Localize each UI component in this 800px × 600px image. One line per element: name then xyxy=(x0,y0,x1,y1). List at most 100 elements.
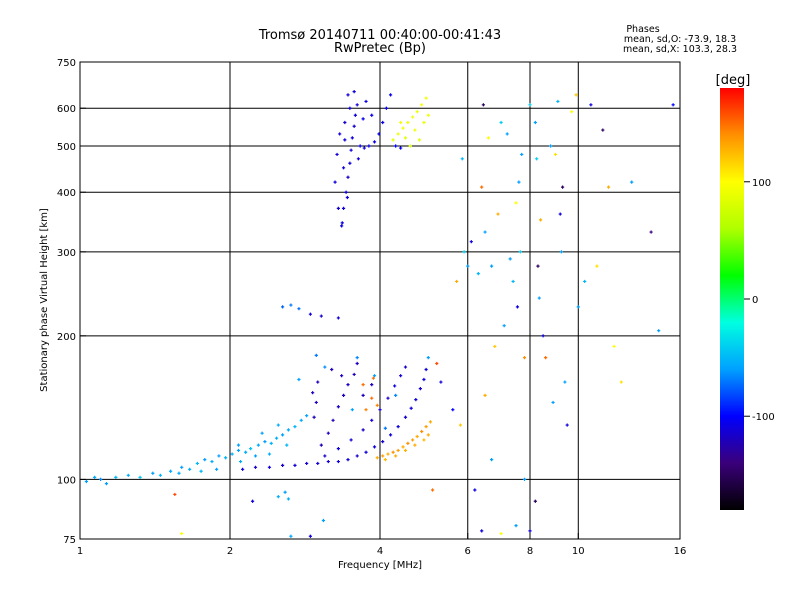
data-point xyxy=(333,180,337,184)
data-point xyxy=(544,356,548,360)
data-point xyxy=(480,185,484,189)
data-point xyxy=(473,488,477,492)
data-point xyxy=(180,531,184,536)
data-point xyxy=(293,425,297,429)
data-point xyxy=(536,264,540,268)
data-point xyxy=(671,103,675,107)
data-point xyxy=(195,461,199,466)
data-point xyxy=(93,475,97,479)
data-point xyxy=(314,353,318,357)
data-point xyxy=(340,221,344,225)
data-point xyxy=(286,428,291,432)
data-point xyxy=(601,128,605,132)
y-tick-label: 75 xyxy=(63,535,76,546)
data-point xyxy=(323,454,327,458)
x-tick-label: 2 xyxy=(227,546,233,557)
data-point xyxy=(541,334,545,338)
data-point xyxy=(361,383,365,387)
data-point xyxy=(589,103,593,107)
data-point xyxy=(308,312,313,316)
data-point xyxy=(138,475,142,479)
data-point xyxy=(406,120,410,125)
data-point xyxy=(323,365,327,369)
colorbar-tick-label: 0 xyxy=(752,295,758,306)
data-point xyxy=(570,110,574,114)
data-point xyxy=(305,414,309,418)
data-point xyxy=(104,481,109,486)
data-point xyxy=(383,458,387,462)
data-point xyxy=(522,356,527,360)
data-point xyxy=(341,393,346,398)
data-point xyxy=(236,443,241,447)
data-point xyxy=(399,120,403,125)
data-point xyxy=(551,400,555,405)
data-point xyxy=(341,206,346,210)
data-point xyxy=(336,206,340,210)
data-point xyxy=(352,124,356,128)
data-point xyxy=(386,396,390,400)
data-point xyxy=(283,490,287,494)
data-point xyxy=(349,148,353,152)
data-point xyxy=(210,459,214,464)
data-point xyxy=(276,495,280,499)
data-point xyxy=(490,264,494,268)
data-point xyxy=(169,469,173,473)
data-point xyxy=(428,420,433,424)
data-point xyxy=(344,190,348,194)
data-point xyxy=(244,450,248,454)
data-point xyxy=(375,403,379,407)
data-point xyxy=(151,471,155,475)
data-point xyxy=(372,374,377,378)
data-point xyxy=(401,445,405,449)
data-point xyxy=(403,365,408,369)
data-point xyxy=(336,316,340,320)
data-point xyxy=(560,185,565,189)
data-point xyxy=(520,152,524,157)
data-point xyxy=(528,529,532,533)
data-point xyxy=(490,458,494,462)
data-point xyxy=(396,425,400,429)
data-point xyxy=(340,374,344,378)
y-tick-label: 500 xyxy=(57,142,76,153)
data-point xyxy=(399,374,403,378)
data-point xyxy=(370,383,374,387)
data-point xyxy=(230,452,234,456)
data-point xyxy=(361,393,365,398)
data-point xyxy=(241,467,245,471)
data-point xyxy=(417,138,422,142)
data-point xyxy=(305,461,309,466)
colorbar-tick-label: 100 xyxy=(752,178,771,189)
data-point xyxy=(403,136,408,140)
x-tick-label: 10 xyxy=(572,546,585,557)
x-tick-label: 6 xyxy=(465,546,471,557)
data-point xyxy=(514,524,518,528)
data-point xyxy=(563,380,567,384)
colorbar-tick-label: -100 xyxy=(752,412,775,423)
data-point xyxy=(408,144,412,148)
data-point xyxy=(413,128,417,132)
data-point xyxy=(378,408,382,412)
data-point xyxy=(319,443,323,447)
data-point xyxy=(535,157,539,161)
y-tick-label: 400 xyxy=(57,188,76,199)
y-tick-label: 300 xyxy=(57,248,76,259)
data-point xyxy=(356,157,360,161)
data-point xyxy=(297,307,301,311)
data-point xyxy=(528,103,532,107)
legend-line-x: mean, sd,X: 103.3, 28.3 xyxy=(623,44,737,55)
data-point xyxy=(319,314,323,318)
data-point xyxy=(260,431,264,435)
data-point xyxy=(358,144,362,148)
data-point xyxy=(199,469,203,473)
data-point xyxy=(326,431,330,435)
data-point xyxy=(394,144,398,148)
data-point xyxy=(361,117,365,121)
data-point xyxy=(517,180,521,184)
chart-subtitle: RwPretec (Bp) xyxy=(334,41,426,56)
data-point xyxy=(511,279,515,284)
data-point xyxy=(177,471,181,475)
data-point xyxy=(346,175,350,179)
data-point xyxy=(293,463,297,467)
data-point xyxy=(276,423,280,427)
